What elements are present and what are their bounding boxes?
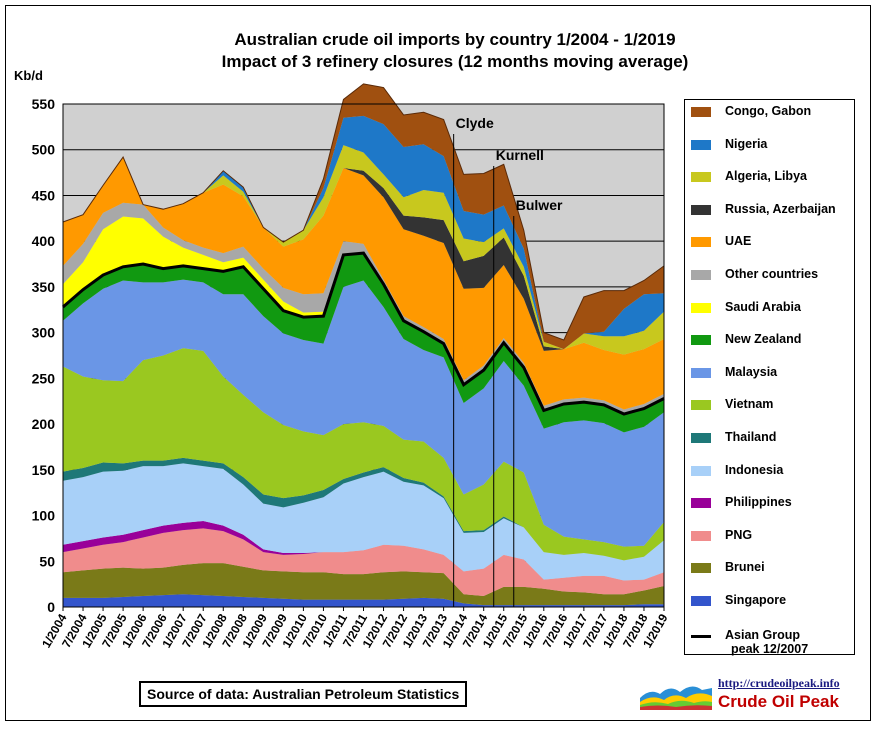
legend-swatch [691, 400, 711, 411]
area-saudi-arabia [63, 216, 664, 415]
legend-swatch [691, 139, 711, 150]
legend-label: UAE [725, 234, 752, 249]
legend-swatch [691, 465, 711, 476]
chart-title: Australian crude oil imports by country … [234, 30, 676, 49]
site-brand: Crude Oil Peak [718, 692, 839, 711]
legend-swatch [691, 172, 711, 183]
asian-group-line [62, 251, 665, 416]
y-tick-label-150: 150 [32, 462, 56, 478]
legend-item: Russia, Azerbaijan [685, 200, 854, 220]
y-tick-label-50: 50 [39, 553, 55, 569]
y-tick-label-550: 550 [32, 96, 56, 112]
legend-label: Philippines [725, 495, 792, 510]
legend-label: Singapore [725, 593, 787, 607]
legend-swatch [691, 204, 711, 215]
legend-swatch [691, 596, 711, 606]
legend-label: Other countries [725, 267, 819, 281]
annotation-bulwer: Bulwer [516, 197, 563, 213]
legend-label: Saudi Arabia [725, 299, 801, 314]
legend-swatch [691, 367, 711, 378]
annotation-kurnell: Kurnell [496, 147, 544, 163]
total-outline [62, 83, 665, 341]
legend-item: Indonesia [685, 461, 854, 481]
y-tick-label-500: 500 [32, 142, 56, 158]
legend-label: Vietnam [725, 397, 774, 412]
legend-label-asian-peak: peak 12/2007 [731, 641, 809, 656]
area-singapore [63, 594, 664, 607]
legend-item-asian-group: Asian Group peak 12/2007 [685, 626, 854, 660]
legend-label: Russia, Azerbaijan [725, 201, 836, 216]
legend-label: Thailand [725, 430, 777, 444]
legend-item: Algeria, Libya [685, 167, 854, 187]
crude-oil-peak-logo [640, 676, 712, 710]
legend-item: Brunei [685, 558, 854, 578]
legend-item: Singapore [685, 591, 854, 611]
legend-label: New Zealand [725, 332, 802, 347]
legend-swatch [691, 302, 711, 313]
annotation-clyde: Clyde [456, 115, 494, 131]
legend-item: Other countries [685, 265, 854, 285]
legend-line-swatch [691, 634, 711, 638]
legend-item: Vietnam [685, 395, 854, 415]
legend-label: Congo, Gabon [725, 104, 812, 118]
y-tick-label-400: 400 [32, 233, 56, 249]
legend-swatch [691, 433, 711, 443]
chart-subtitle: Impact of 3 refinery closures (12 months… [221, 52, 689, 71]
legend-label-asian-group: Asian Group [725, 627, 801, 642]
y-tick-label-450: 450 [32, 187, 56, 203]
legend-item: PNG [685, 526, 854, 546]
legend-swatch [691, 107, 711, 117]
legend: Congo, Gabon Nigeria Algeria, Libya Russia,… [684, 99, 855, 656]
legend-swatch [691, 237, 711, 248]
area-malaysia [63, 279, 664, 547]
legend-item: UAE [685, 232, 854, 252]
y-axis-unit-label: Kb/d [14, 68, 43, 83]
area-other-countries [63, 202, 664, 415]
legend-item: Philippines [685, 493, 854, 513]
area-new-zealand [63, 253, 664, 433]
y-tick-label-0: 0 [47, 599, 55, 615]
legend-swatch [691, 530, 711, 541]
legend-label: Indonesia [725, 462, 784, 477]
y-tick-label-350: 350 [32, 279, 56, 295]
legend-label: Brunei [725, 560, 765, 575]
legend-item: Saudi Arabia [685, 298, 854, 318]
legend-item: Congo, Gabon [685, 102, 854, 122]
legend-item: Thailand [685, 428, 854, 448]
legend-label: PNG [725, 527, 753, 542]
legend-label: Malaysia [725, 364, 778, 379]
chart-frame [5, 5, 871, 721]
source-note: Source of data: Australian Petroleum Sta… [139, 681, 468, 707]
legend-swatch [691, 498, 711, 509]
legend-item: Nigeria [685, 135, 854, 155]
legend-swatch [691, 335, 711, 346]
y-tick-label-100: 100 [32, 508, 56, 524]
site-url-link[interactable]: http://crudeoilpeak.info [718, 676, 840, 690]
y-tick-label-250: 250 [32, 370, 56, 386]
area-congo-gabon [63, 83, 664, 350]
legend-item: New Zealand [685, 330, 854, 350]
y-tick-label-300: 300 [32, 325, 56, 341]
legend-swatch [691, 563, 711, 574]
legend-label: Nigeria [725, 136, 768, 151]
legend-swatch [691, 270, 711, 280]
y-tick-label-200: 200 [32, 416, 56, 432]
legend-item: Malaysia [685, 363, 854, 383]
area-thailand [63, 457, 664, 561]
legend-label: Algeria, Libya [725, 169, 807, 184]
